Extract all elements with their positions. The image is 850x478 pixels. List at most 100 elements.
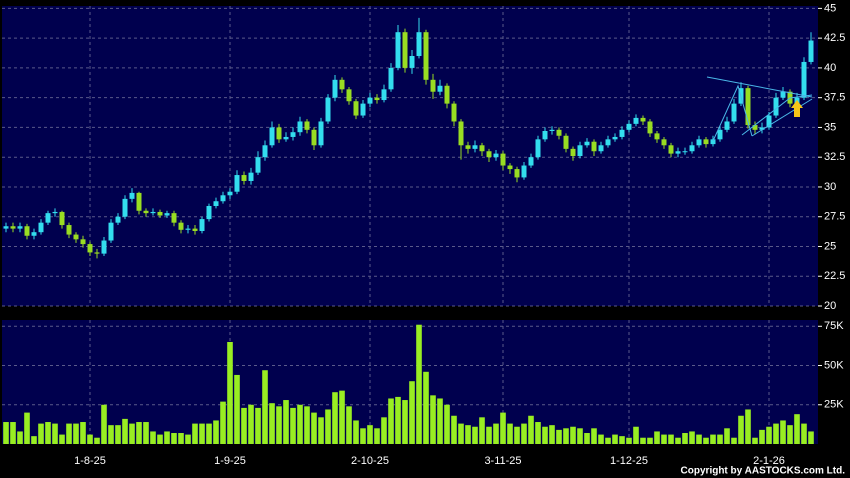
candle-body (192, 228, 198, 231)
pattern-lines (706, 76, 813, 142)
y-tick-label: 25K (824, 399, 844, 411)
volume-bar (710, 434, 716, 444)
candle-body (367, 97, 373, 104)
volume-bar (430, 395, 436, 444)
volume-bar (10, 422, 16, 444)
candle-body (521, 165, 527, 178)
candle-body (759, 127, 765, 130)
volume-bar (108, 425, 114, 444)
x-tick-label: 1-12-25 (610, 455, 648, 467)
candle-body (752, 125, 758, 130)
volume-bar (276, 406, 282, 444)
candle-body (178, 222, 184, 230)
candle-body (241, 175, 247, 181)
candle-body (542, 131, 548, 140)
volume-bar (360, 428, 366, 444)
volume-bar (38, 423, 44, 444)
volume-bar (115, 425, 121, 444)
volume-bar (178, 433, 184, 444)
candle-body (808, 40, 814, 62)
volume-bar (346, 406, 352, 444)
volume-bar (682, 433, 688, 444)
candle-body (311, 129, 317, 146)
x-tick-label: 1-8-25 (74, 455, 106, 467)
candle-body (493, 153, 499, 158)
candle-body (45, 213, 51, 223)
volume-bar (486, 426, 492, 444)
candle-body (731, 103, 737, 122)
volume-bar (241, 407, 247, 444)
candle-body (52, 211, 58, 214)
candle-body (10, 226, 16, 229)
volume-bar (164, 431, 170, 444)
volume-bar (521, 423, 527, 444)
volume-bar (724, 428, 730, 444)
volume-bar (227, 341, 233, 444)
volume-bar (31, 436, 37, 444)
candle-body (514, 169, 520, 178)
volume-bar (332, 392, 338, 444)
candle-body (87, 244, 93, 253)
candle-body (668, 145, 674, 154)
y-tick-label: 37.5 (824, 92, 845, 104)
volume-bar (759, 429, 765, 444)
signal-arrow (791, 100, 803, 117)
volume-bar (374, 428, 380, 444)
candle-body (227, 191, 233, 196)
candle-body (745, 88, 751, 126)
candle-body (395, 32, 401, 68)
volume-bar (122, 418, 128, 444)
volume-bar (570, 426, 576, 444)
candle-body (59, 211, 65, 226)
candle-body (143, 210, 149, 214)
volume-bar (654, 431, 660, 444)
volume-bar (752, 437, 758, 444)
volume-bar (801, 423, 807, 444)
y-tick-label: 20 (824, 300, 836, 312)
volume-bar (94, 437, 100, 444)
volume-bar (395, 396, 401, 444)
candle-body (297, 121, 303, 133)
volume-bar (626, 437, 632, 444)
volume-bar (171, 433, 177, 444)
candle-body (654, 133, 660, 140)
candle-body (234, 175, 240, 192)
volume-bar (423, 371, 429, 444)
volume-bar (45, 422, 51, 444)
candle-body (437, 85, 443, 92)
candle-body (101, 240, 107, 254)
volume-bar (136, 422, 142, 444)
candle-body (801, 61, 807, 98)
candle-body (675, 151, 681, 154)
volume-bar (402, 400, 408, 444)
volume-bar (661, 434, 667, 444)
volume-bar (465, 425, 471, 444)
candle-body (304, 121, 310, 130)
volume-bar (598, 434, 604, 444)
volume-bar (773, 423, 779, 444)
volume-bar (675, 437, 681, 444)
volume-bar (311, 412, 317, 444)
candle-body (374, 97, 380, 101)
volume-bar (766, 426, 772, 444)
volume-bar (416, 324, 422, 444)
candle-body (185, 228, 191, 230)
candle-body (248, 172, 254, 181)
candle-body (458, 121, 464, 146)
volume-bar (493, 423, 499, 444)
volume-bar (220, 401, 226, 444)
y-tick-label: 40 (824, 62, 836, 74)
volume-bar (542, 426, 548, 444)
candle-body (507, 165, 513, 170)
volume-bar (381, 417, 387, 444)
candle-body (346, 89, 352, 102)
candle-body (381, 89, 387, 101)
y-tick-label: 50K (824, 359, 844, 371)
candle-body (423, 32, 429, 80)
candle-body (472, 145, 478, 149)
candle-body (409, 56, 415, 68)
volume-bar (591, 428, 597, 444)
y-tick-label: 25 (824, 240, 836, 252)
candle-body (591, 141, 597, 152)
candle-body (626, 123, 632, 130)
